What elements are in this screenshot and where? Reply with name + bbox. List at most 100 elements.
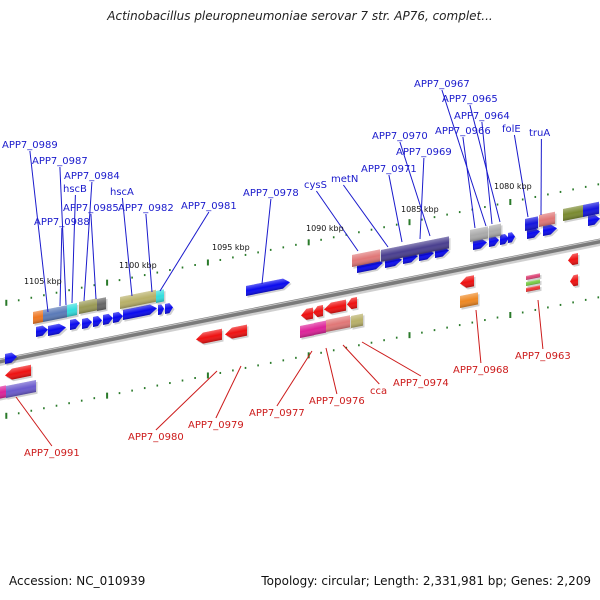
forward-gene-arrow [508, 232, 517, 245]
scale-tick-upper [181, 266, 184, 269]
reverse-gene-block [6, 380, 38, 400]
scale-tick-upper [17, 299, 20, 302]
forward-gene-block [97, 297, 108, 313]
forward-gene-label: APP7_0964 [454, 111, 510, 122]
forward-gene-label: APP7_0966 [435, 126, 491, 137]
reverse-gene-arrow [570, 274, 580, 288]
scale-tick-lower [408, 332, 411, 339]
reverse-gene-label: APP7_0991 [24, 448, 80, 459]
backbone-line [0, 238, 600, 364]
reverse-gene-arrow [313, 305, 325, 319]
scale-label: 1090 kbp [306, 224, 344, 233]
scale-tick-upper [383, 226, 385, 229]
reverse-gene-block [326, 315, 352, 334]
scale-tick-upper [194, 264, 196, 266]
reverse-label-connector [215, 365, 242, 419]
scale-label: 1080 kbp [494, 182, 532, 191]
scale-tick-upper [80, 286, 83, 289]
scale-tick-lower [131, 389, 133, 392]
scale-tick-upper [118, 279, 121, 282]
forward-gene-arrow [70, 318, 82, 332]
forward-gene-label: APP7_0969 [396, 147, 452, 158]
accession-text: Accession: NC_010939 [9, 574, 146, 588]
scale-tick-lower [521, 311, 524, 314]
scale-tick-upper [93, 284, 96, 287]
forward-gene-arrow [473, 238, 489, 252]
reverse-label-connector [361, 341, 422, 377]
scale-label: 1095 kbp [212, 243, 250, 252]
forward-gene-label: APP7_0985 [63, 203, 119, 214]
forward-gene-block [563, 205, 585, 223]
scale-label: 1105 kbp [24, 277, 62, 286]
forward-gene-block [352, 249, 382, 269]
scale-tick-upper [156, 271, 159, 274]
forward-gene-label: APP7_0978 [243, 188, 299, 199]
reverse-gene-arrow [324, 299, 348, 316]
forward-gene-label: hscB [63, 184, 87, 195]
forward-gene-arrow [588, 214, 600, 228]
reverse-label-connector [325, 347, 338, 395]
reverse-gene-label: APP7_0963 [515, 351, 571, 362]
scale-tick-lower [320, 351, 322, 354]
forward-gene-arrow [93, 316, 104, 329]
scale-tick-lower [244, 366, 247, 369]
forward-gene-arrow [165, 303, 175, 316]
forward-gene-arrow [489, 235, 501, 249]
reverse-gene-arrow [347, 297, 359, 311]
scale-tick-upper [370, 228, 373, 231]
forward-label-connector [71, 194, 76, 304]
forward-gene-block [67, 303, 79, 319]
scale-tick-upper [408, 219, 411, 226]
scale-tick-lower [55, 404, 58, 407]
forward-label-connector [59, 227, 63, 307]
forward-label-connector [462, 136, 476, 229]
reverse-gene-label: APP7_0979 [188, 420, 244, 431]
scale-tick-upper [584, 185, 587, 188]
scale-tick-lower [5, 412, 8, 419]
forward-label-connector [29, 150, 49, 313]
scale-tick-lower [383, 339, 385, 342]
reverse-label-connector [342, 344, 380, 385]
forward-gene-block [431, 236, 451, 254]
reverse-gene-label: APP7_0977 [249, 408, 305, 419]
topology-text: Topology: circular; Length: 2,331,981 bp… [261, 574, 591, 588]
reverse-gene-arrow [5, 364, 33, 382]
forward-gene-label: APP7_0967 [414, 79, 470, 90]
scale-tick-lower [232, 369, 234, 372]
forward-gene-block [43, 305, 69, 324]
scale-label: 1100 kbp [119, 261, 157, 270]
forward-gene-arrow [82, 317, 94, 331]
scale-tick-lower [547, 306, 549, 309]
forward-gene-block [583, 201, 600, 219]
scale-tick-upper [244, 253, 247, 256]
forward-gene-block [539, 211, 557, 229]
scale-tick-upper [68, 289, 70, 292]
scale-tick-lower [421, 331, 423, 334]
reverse-gene-label: APP7_0968 [453, 365, 509, 376]
forward-gene-block [381, 244, 413, 264]
scale-tick-lower [181, 379, 184, 382]
reverse-gene-block [460, 292, 480, 310]
scale-tick-upper [295, 243, 297, 246]
scale-tick-upper [206, 259, 209, 266]
scale-tick-lower [332, 349, 335, 352]
scale-tick-lower [597, 296, 600, 299]
forward-label-connector [315, 190, 359, 252]
scale-tick-lower [584, 298, 587, 301]
scale-tick-lower [68, 402, 70, 405]
forward-gene-label: APP7_0970 [372, 131, 428, 142]
scale-tick-lower [257, 364, 259, 367]
scale-tick-upper [131, 276, 133, 279]
reverse-gene-arrow [225, 324, 249, 341]
scale-label: 1085 kbp [401, 205, 439, 214]
forward-gene-label: APP7_0988 [34, 217, 90, 228]
reverse-label-connector [276, 350, 313, 407]
scale-tick-upper [257, 251, 259, 254]
scale-tick-lower [169, 382, 171, 385]
reverse-gene-block [526, 285, 542, 294]
scale-tick-lower [534, 308, 537, 311]
forward-gene-label: APP7_0971 [361, 164, 417, 175]
reverse-gene-arrow [301, 307, 315, 322]
scale-tick-upper [534, 195, 537, 198]
reverse-gene-block [0, 385, 8, 401]
